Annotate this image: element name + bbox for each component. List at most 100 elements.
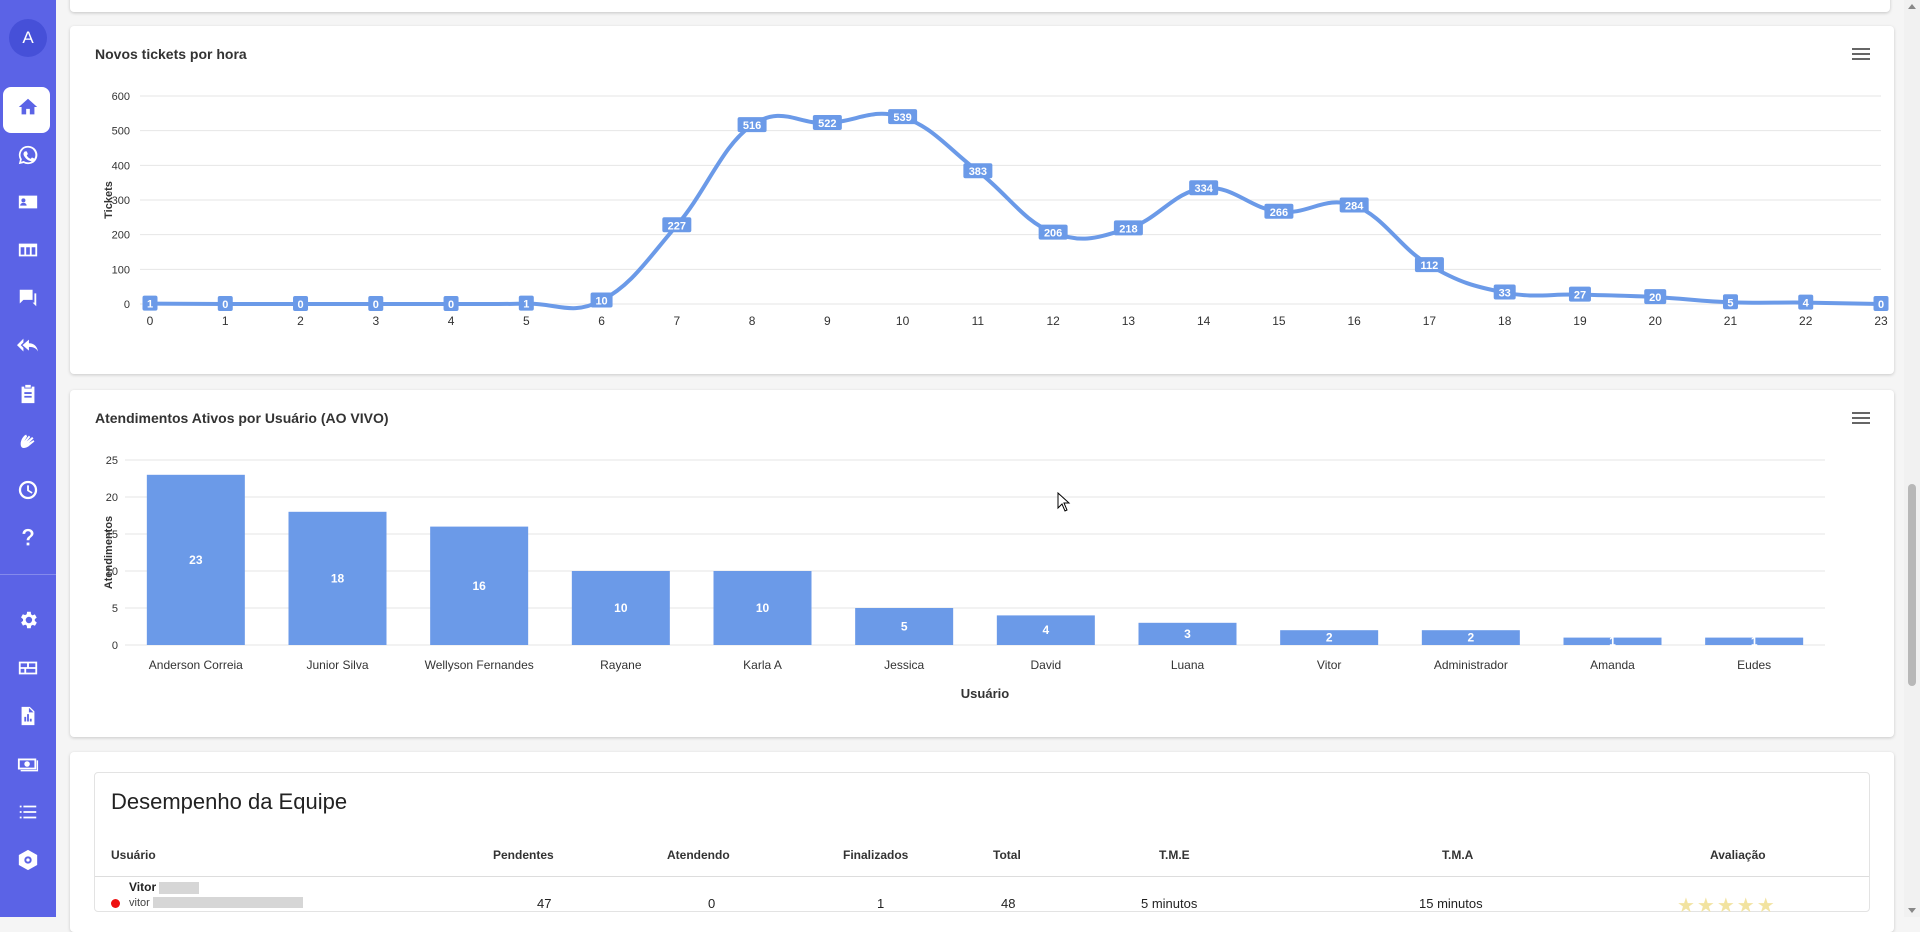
data-label-text: 218 [1119,223,1137,235]
bar-data-label: 3 [1184,627,1191,641]
x-tick-label: 4 [448,314,455,328]
x-tick-label: 16 [1347,314,1361,328]
hands-icon [20,434,35,448]
dashboard-icon [18,661,38,675]
team-table: Desempenho da Equipe Usuário Pendentes A… [94,772,1870,917]
quick-reply-icon [17,338,39,352]
x-tick-label: 7 [673,314,680,328]
data-label: 516 [737,117,767,133]
data-label: 0 [293,296,309,311]
x-tick-label: 9 [824,314,831,328]
sidebar-item-settings[interactable] [0,840,56,880]
sidebar-item-settings-gear[interactable] [0,600,56,640]
chart-menu-icon[interactable] [1852,48,1870,62]
bar [1563,637,1662,645]
user-avatar[interactable]: A [9,19,47,57]
data-label-box [518,295,534,311]
team-performance-card: Desempenho da Equipe Usuário Pendentes A… [70,752,1894,932]
col-header-pending: Pendentes [493,848,554,862]
bar-data-label: 23 [189,553,203,567]
whatsapp-icon [18,145,38,165]
x-tick-label: 6 [598,314,605,328]
y-axis-title: Tickets [103,181,115,219]
sidebar-item-hands[interactable] [0,422,56,462]
bar [713,571,812,645]
chat-icon [19,289,37,307]
data-label: 227 [662,217,692,233]
x-tick-label: 12 [1046,314,1060,328]
data-label-text: 20 [1649,292,1661,304]
data-label-text: 0 [373,299,379,311]
data-label-box [293,296,309,311]
sidebar-item-whatsapp[interactable] [0,135,56,175]
data-label-box [142,295,158,311]
data-label-text: 206 [1044,228,1062,240]
data-label-box [1493,284,1516,300]
data-label-text: 383 [969,166,987,178]
y-tick-label: 20 [106,492,118,504]
x-tick-label: 19 [1573,314,1587,328]
sidebar-item-reports[interactable] [0,696,56,736]
bar [430,526,529,645]
data-label: 0 [443,296,459,311]
data-label: 0 [217,296,233,311]
sidebar-item-list[interactable] [0,792,56,832]
row-user-email: vitor [129,897,303,908]
data-label-box [963,163,993,179]
bar-data-label: 18 [331,571,345,585]
scroll-down-arrow-icon[interactable] [1908,908,1916,913]
data-label-text: 1 [523,299,529,311]
col-header-tma: T.M.A [1442,848,1474,862]
x-tick-label: 20 [1649,314,1663,328]
attendances-bar-chart: 0510152025AtendimentosUsuário23Anderson … [103,455,1825,701]
data-label-box [1414,257,1444,273]
bar [571,571,670,645]
bar-data-label: 10 [756,601,770,615]
data-label-box [217,296,233,311]
scroll-thumb[interactable] [1908,484,1916,686]
col-header-user: Usuário [111,848,156,862]
chart-menu-icon[interactable] [1852,412,1870,426]
x-tick-label: Amanda [1590,658,1635,672]
data-label: 5 [1722,294,1738,310]
sidebar-item-kanban[interactable] [0,230,56,270]
sidebar-item-home[interactable] [0,87,56,133]
x-tick-label: 13 [1122,314,1136,328]
y-tick-label: 100 [112,264,130,276]
data-label: 20 [1644,289,1667,305]
y-tick-label: 400 [112,160,130,172]
page-scrollbar[interactable] [1904,0,1920,917]
sidebar-item-finance[interactable] [0,744,56,784]
sidebar-item-tasks[interactable] [0,374,56,414]
bar [146,474,245,645]
bar [288,511,387,645]
sidebar-item-dashboard[interactable] [0,648,56,688]
x-tick-label: 1 [222,314,229,328]
x-tick-label: David [1030,658,1061,672]
y-tick-label: 500 [112,126,130,138]
team-title: Desempenho da Equipe [111,789,348,814]
bar-data-label: 2 [1467,631,1474,645]
data-label-text: 284 [1345,201,1364,213]
active-attendances-card: Atendimentos Ativos por Usuário (AO VIVO… [70,390,1894,737]
bar-data-label: 4 [1042,623,1049,637]
x-tick-label: Rayane [600,658,642,672]
data-label-box [1722,294,1738,310]
x-tick-label: 21 [1724,314,1738,328]
sidebar-item-quick-replies[interactable] [0,326,56,366]
mouse-cursor-icon [1057,492,1071,512]
data-label-text: 1 [147,299,153,311]
data-label-box [737,117,767,133]
data-label: 0 [368,296,384,311]
bar-data-label: 1 [1751,634,1758,648]
row-tme: 5 minutos [1141,896,1198,911]
sidebar-item-contacts[interactable] [0,182,56,222]
bar [1705,637,1804,645]
sidebar-item-schedule[interactable] [0,470,56,510]
sidebar-item-chats[interactable] [0,278,56,318]
sidebar-item-help[interactable] [0,518,56,558]
bar-data-label: 2 [1326,631,1333,645]
y-tick-label: 300 [112,195,130,207]
bar [1421,630,1520,645]
scroll-up-arrow-icon[interactable] [1908,4,1916,9]
